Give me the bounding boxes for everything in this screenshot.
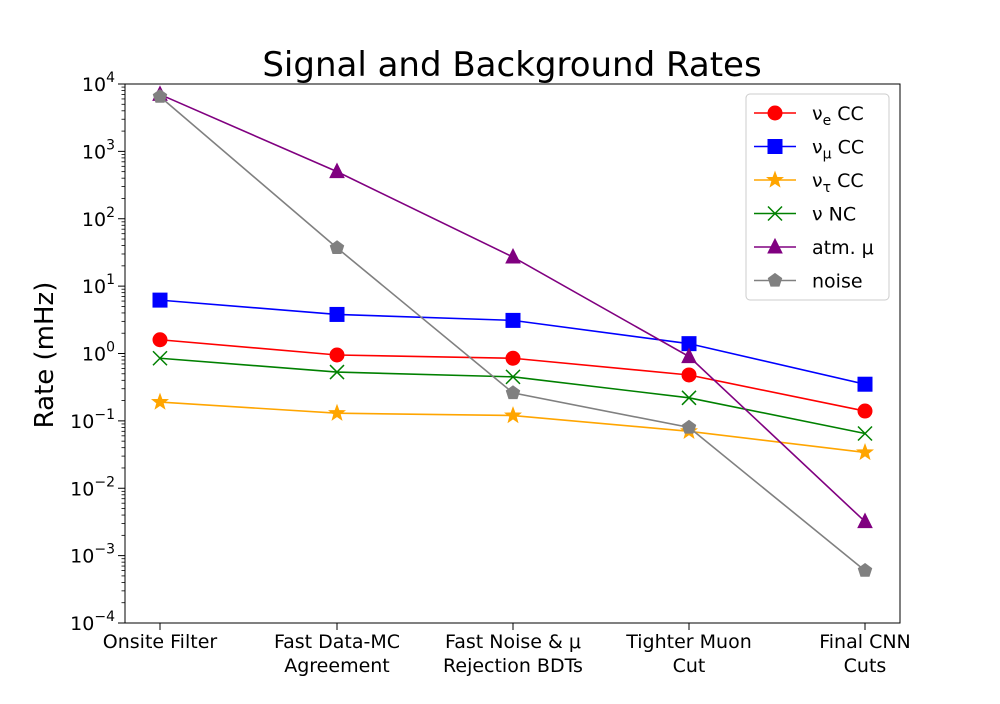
legend-marker [767, 205, 783, 222]
data-point [857, 425, 873, 442]
legend-label: atm. μ [812, 237, 874, 259]
x-tick-label: Fast Noise & μ [445, 631, 581, 653]
y-tick-label: 102 [82, 205, 115, 231]
data-point [152, 332, 168, 348]
data-point [503, 406, 523, 424]
data-point [329, 162, 345, 179]
legend-marker [767, 139, 783, 154]
series-5 [152, 88, 873, 577]
legend-entry: ν NC [754, 204, 856, 226]
legend-marker [765, 170, 785, 188]
x-tick-label: Cuts [844, 655, 887, 677]
legend-label: ν NC [812, 204, 856, 226]
x-tick-label: Agreement [284, 655, 390, 677]
x-tick-label: Rejection BDTs [443, 655, 583, 677]
data-point [150, 392, 170, 410]
y-tick-label: 10−2 [70, 474, 115, 500]
legend-entry: ντ CC [754, 170, 864, 196]
data-point [857, 562, 873, 577]
data-point [681, 367, 697, 383]
x-tick-label: Tighter Muon [625, 631, 752, 653]
data-point [681, 390, 697, 406]
legend-entry: noise [754, 271, 863, 293]
legend-entry: νe CC [754, 103, 864, 129]
series-1 [152, 292, 873, 392]
legend-label: noise [812, 271, 863, 293]
legend-label: νe CC [812, 103, 864, 129]
y-axis-label: Rate (mHz) [30, 282, 60, 429]
legend-label: ντ CC [812, 170, 864, 196]
legend-marker [767, 272, 783, 287]
y-tick-label: 100 [82, 340, 115, 366]
x-tick-label: Cut [673, 655, 706, 677]
data-point [329, 364, 345, 380]
data-point [327, 403, 347, 421]
legend-marker [767, 237, 783, 254]
y-tick-label: 10−1 [70, 407, 115, 433]
data-point [681, 419, 697, 434]
plot-area: 10−4 10−3 10−2 10−1 100 101 102 103 104 Onsite Fi… [70, 70, 911, 677]
legend-label: νμ CC [812, 137, 864, 163]
legend-entry: νμ CC [754, 137, 864, 163]
data-point [152, 350, 168, 366]
data-point [152, 292, 168, 308]
legend-entry: atm. μ [754, 237, 874, 259]
data-point [857, 403, 873, 419]
data-point [329, 306, 345, 322]
plot-frame [124, 83, 901, 624]
data-point [329, 347, 345, 363]
y-tick-label: 103 [82, 137, 115, 163]
data-point [505, 350, 521, 366]
data-point [505, 369, 521, 385]
y-tick-label: 104 [82, 70, 115, 96]
y-tick-label: 10−4 [70, 609, 115, 635]
y-tick-label: 10−3 [70, 542, 115, 568]
data-point [857, 512, 873, 529]
y-tick-label: 101 [82, 272, 115, 298]
data-point [329, 240, 345, 255]
legend-marker [767, 105, 783, 121]
data-point [505, 247, 521, 264]
data-point [681, 347, 697, 364]
data-point [505, 312, 521, 328]
data-point [857, 376, 873, 392]
series-3 [152, 350, 873, 442]
x-tick-label: Fast Data-MC [274, 631, 400, 653]
series-line [159, 299, 866, 385]
x-tick-label: Final CNN [819, 631, 911, 653]
legend: νe CC νμ CC ντ CC ν NC atm. μ noise [745, 93, 890, 301]
chart-title: Signal and Background Rates [262, 45, 761, 85]
series-0 [152, 332, 873, 419]
data-point [505, 385, 521, 400]
data-point [152, 88, 168, 103]
x-tick-label: Onsite Filter [103, 631, 218, 653]
data-point [855, 442, 875, 461]
